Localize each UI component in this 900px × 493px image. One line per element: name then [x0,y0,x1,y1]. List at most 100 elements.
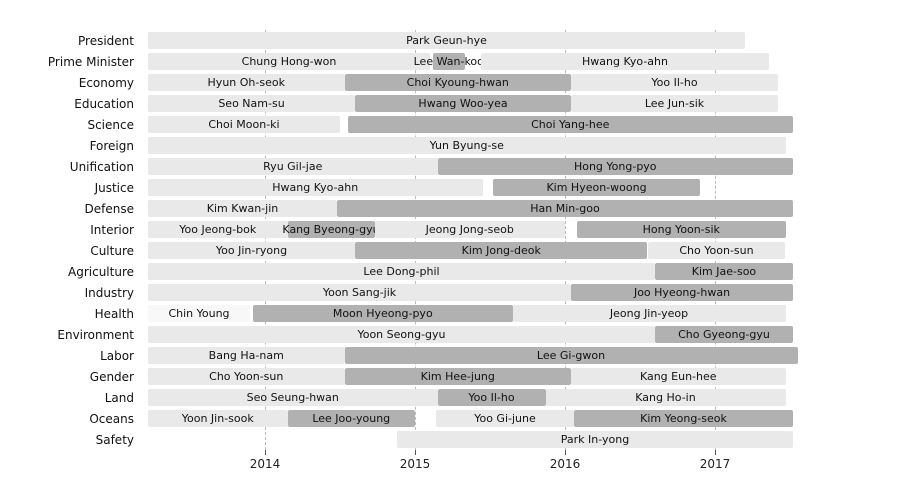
bar-oceans-yoon-jin-sook: Yoon Jin-sook [148,410,288,427]
row-label-safety: Safety [95,432,134,447]
bar-name-cho-yoon-sun: Cho Yoon-sun [209,370,284,383]
bar-education-lee-jun-sik: Lee Jun-sik [571,95,778,112]
bar-defense-han-min-goo: Han Min-goo [337,200,793,217]
bar-name-hwang-kyo-ahn: Hwang Kyo-ahn [582,55,668,68]
x-axis: 2014 2015 2016 2017 [148,450,862,484]
bar-name-chung-hong-won: Chung Hong-won [241,55,337,68]
bar-justice-hwang-kyo-ahn: Hwang Kyo-ahn [148,179,483,196]
row-label-land: Land [104,390,134,405]
bar-name-moon-hyeong-pyo: Moon Hyeong-pyo [332,307,433,320]
bar-name-hong-yong-pyo: Hong Yong-pyo [573,160,657,173]
bar-name-hwang-woo-yea: Hwang Woo-yea [418,97,508,110]
bar-oceans-kim-yeong-seok: Kim Yeong-seok [574,410,793,427]
bar-interior-hong-yoon-sik: Hong Yoon-sik [577,221,786,238]
bar-name-kim-yeong-seok: Kim Yeong-seok [640,412,727,425]
bar-gender-kim-hee-jung: Kim Hee-jung [344,368,571,385]
bar-name-cho-gyeong-gyu: Cho Gyeong-gyu [678,328,770,341]
bar-prime-minister-hwang-kyo-ahn: Hwang Kyo-ahn [481,53,769,70]
row-safety: Park In-yong [148,429,862,450]
bar-labor-lee-gi-gwon: Lee Gi-gwon [344,347,798,364]
bar-name-yoo-il-ho: Yoo Il-ho [651,76,698,89]
row-prime-minister: Chung Hong-won Lee Wan-koo Hwang Kyo-ahn [148,51,862,72]
row-industry: Yoon Sang-jik Joo Hyeong-hwan [148,282,862,303]
bar-environment-cho-gyeong-gyu: Cho Gyeong-gyu [654,326,793,343]
bar-agriculture-lee-dong-phil: Lee Dong-phil [148,263,655,280]
gridline-2015 [415,30,416,450]
row-oceans: Yoon Jin-sook Lee Joo-young Yoo Gi-june Kim… [148,408,862,429]
bar-name-cho-yoon-sun: Cho Yoon-sun [679,244,754,257]
bar-name-jeong-jong-seob: Jeong Jong-seob [425,223,514,236]
bar-industry-joo-hyeong-hwan: Joo Hyeong-hwan [571,284,793,301]
gridline-2016 [565,30,566,450]
bar-name-yoo-il-ho: Yoo Il-ho [468,391,515,404]
bar-health-chin-young: Chin Young [148,305,250,322]
bar-name-yoo-jeong-bok: Yoo Jeong-bok [179,223,257,236]
bar-prime-minister-lee-wan-koo: Lee Wan-koo [414,53,484,70]
row-label-education: Education [74,96,134,111]
bar-name-lee-jun-sik: Lee Jun-sik [644,97,705,110]
bar-name-choi-moon-ki: Choi Moon-ki [208,118,280,131]
bar-name-lee-wan-koo: Lee Wan-koo [413,55,484,68]
gridline-2014 [265,30,266,450]
row-label-defense: Defense [84,201,134,216]
row-labor: Bang Ha-nam Lee Gi-gwon [148,345,862,366]
gridline-2017 [715,30,716,450]
bar-interior-yoo-jeong-bok: Yoo Jeong-bok [148,221,288,238]
bar-culture-kim-jong-deok: Kim Jong-deok [355,242,648,259]
tick-label-2014: 2014 [249,457,281,471]
row-land: Seo Seung-hwan Yoo Il-ho Kang Ho-in [148,387,862,408]
bar-name-park-in-yong: Park In-yong [560,433,630,446]
row-science: Choi Moon-ki Choi Yang-hee [148,114,862,135]
bar-name-jeong-jin-yeop: Jeong Jin-yeop [609,307,689,320]
bar-gender-cho-yoon-sun: Cho Yoon-sun [148,368,345,385]
bar-name-seo-nam-su: Seo Nam-su [218,97,285,110]
row-label-industry: Industry [84,285,134,300]
bar-environment-yoon-seong-gyu: Yoon Seong-gyu [148,326,655,343]
bar-oceans-yoo-gi-june: Yoo Gi-june [436,410,574,427]
row-label-justice: Justice [94,180,134,195]
row-culture: Yoo Jin-ryong Kim Jong-deok Cho Yoon-sun [148,240,862,261]
row-unification: Ryu Gil-jae Hong Yong-pyo [148,156,862,177]
bar-land-yoo-il-ho: Yoo Il-ho [437,389,546,406]
plot-area: Park Geun-hye Chung Hong-won Lee Wan-koo Hw… [148,30,862,450]
bar-name-yun-byung-se: Yun Byung-se [429,139,504,152]
bar-unification-hong-yong-pyo: Hong Yong-pyo [437,158,793,175]
bar-name-chin-young: Chin Young [168,307,230,320]
bar-interior-jeong-jong-seob: Jeong Jong-seob [374,221,565,238]
row-defense: Kim Kwan-jin Han Min-goo [148,198,862,219]
bar-education-hwang-woo-yea: Hwang Woo-yea [355,95,571,112]
row-agriculture: Lee Dong-phil Kim Jae-soo [148,261,862,282]
row-label-economy: Economy [78,75,134,90]
bar-science-choi-moon-ki: Choi Moon-ki [148,116,340,133]
bar-name-yoon-seong-gyu: Yoon Seong-gyu [357,328,446,341]
bar-name-hong-yoon-sik: Hong Yoon-sik [642,223,720,236]
row-economy: Hyun Oh-seok Choi Kyoung-hwan Yoo Il-ho [148,72,862,93]
bar-name-yoo-jin-ryong: Yoo Jin-ryong [215,244,288,257]
bar-economy-choi-kyoung-hwan: Choi Kyoung-hwan [344,74,571,91]
bar-name-joo-hyeong-hwan: Joo Hyeong-hwan [633,286,731,299]
bar-labor-bang-ha-nam: Bang Ha-nam [148,347,345,364]
row-gender: Cho Yoon-sun Kim Hee-jung Kang Eun-hee [148,366,862,387]
bar-rows: Park Geun-hye Chung Hong-won Lee Wan-koo Hw… [148,30,862,450]
row-interior: Yoo Jeong-bok Kang Byeong-gyu Jeong Jong-s… [148,219,862,240]
row-labels: President Prime Minister Economy Education S… [0,30,140,450]
row-label-prime-minister: Prime Minister [47,54,134,69]
row-label-gender: Gender [89,369,134,384]
bar-name-bang-ha-nam: Bang Ha-nam [208,349,284,362]
bar-name-kang-eun-hee: Kang Eun-hee [639,370,717,383]
bar-name-park-geun-hye: Park Geun-hye [406,34,487,47]
bar-name-yoo-gi-june: Yoo Gi-june [474,412,536,425]
bar-name-seo-seung-hwan: Seo Seung-hwan [246,391,339,404]
bar-name-lee-dong-phil: Lee Dong-phil [363,265,440,278]
bar-name-lee-gi-gwon: Lee Gi-gwon [536,349,606,362]
gridlines [148,30,862,450]
bar-name-choi-yang-hee: Choi Yang-hee [531,118,610,131]
tick-2017 [715,450,716,455]
bar-name-kim-jae-soo: Kim Jae-soo [691,265,757,278]
bar-name-lee-joo-young: Lee Joo-young [312,412,391,425]
row-justice: Hwang Kyo-ahn Kim Hyeon-woong [148,177,862,198]
row-label-science: Science [87,117,134,132]
bar-science-choi-yang-hee: Choi Yang-hee [347,116,793,133]
row-president: Park Geun-hye [148,30,862,51]
bar-name-kang-byeong-gyu: Kang Byeong-gyu [282,223,380,236]
